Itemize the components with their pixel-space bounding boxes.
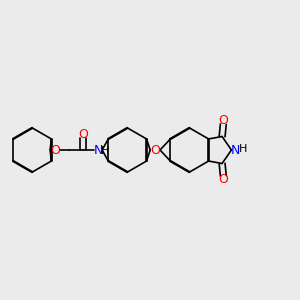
Text: N: N bbox=[231, 143, 240, 157]
Text: O: O bbox=[150, 143, 160, 157]
Text: O: O bbox=[218, 114, 228, 127]
Text: O: O bbox=[50, 143, 60, 157]
Text: O: O bbox=[78, 128, 88, 141]
Text: H: H bbox=[239, 144, 247, 154]
Text: O: O bbox=[218, 173, 228, 186]
Text: H: H bbox=[101, 146, 109, 156]
Text: N: N bbox=[93, 143, 103, 157]
